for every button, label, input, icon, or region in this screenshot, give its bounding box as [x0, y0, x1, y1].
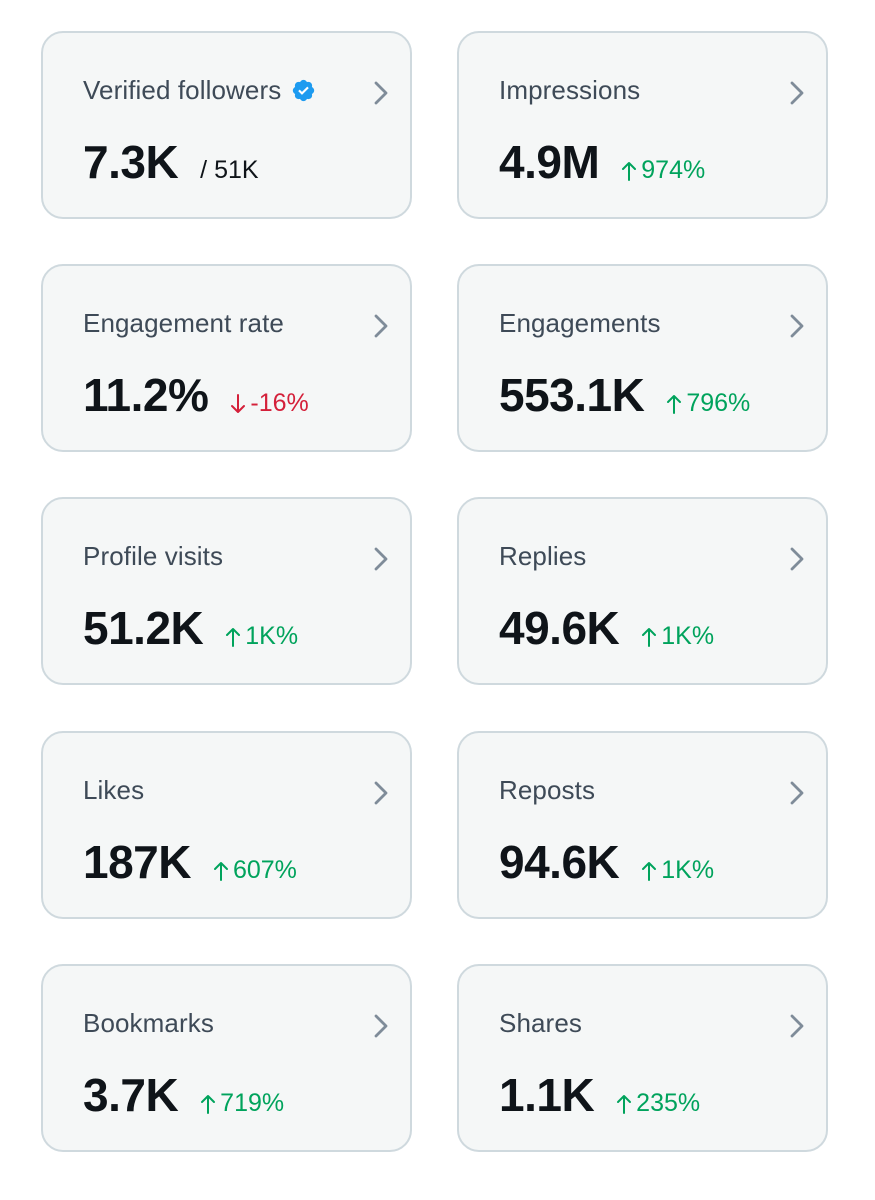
card-engagement-rate[interactable]: Engagement rate 11.2% -16%: [41, 264, 412, 452]
metric-change-value: -16%: [250, 389, 309, 417]
card-profile-visits[interactable]: Profile visits 51.2K 1K%: [41, 497, 412, 685]
metric-change-value: 796%: [686, 389, 751, 417]
card-title: Verified followers: [83, 75, 282, 105]
card-bookmarks[interactable]: Bookmarks 3.7K 719%: [41, 964, 412, 1152]
arrow-up-icon: [641, 626, 657, 648]
metric-change-value: 607%: [232, 856, 297, 884]
card-replies[interactable]: Replies 49.6K 1K%: [457, 497, 828, 685]
arrow-up-icon: [621, 160, 637, 182]
metric-total: / 51K: [200, 156, 259, 184]
arrow-up-icon: [213, 860, 229, 882]
metric-value: 11.2%: [83, 369, 209, 421]
metric-value: 1.1K: [499, 1069, 595, 1121]
card-likes[interactable]: Likes 187K 607%: [41, 731, 412, 919]
chevron-right-icon: [786, 1012, 808, 1040]
metric-value: 94.6K: [499, 836, 620, 888]
metric-change: 974%: [621, 156, 705, 185]
chevron-right-icon: [786, 545, 808, 573]
metric-change-value: 1K%: [661, 622, 715, 650]
metric-change: 235%: [616, 1089, 700, 1118]
metric-value: 553.1K: [499, 369, 645, 421]
arrow-up-icon: [666, 393, 682, 415]
metric-change: 607%: [213, 856, 297, 885]
metric-change-value: 1K%: [661, 856, 715, 884]
card-impressions[interactable]: Impressions 4.9M 974%: [457, 31, 828, 219]
card-title: Engagement rate: [83, 308, 284, 338]
metric-value: 187K: [83, 836, 191, 888]
card-title: Reposts: [499, 775, 596, 805]
metric-value: 51.2K: [83, 602, 204, 654]
arrow-up-icon: [641, 860, 657, 882]
card-reposts[interactable]: Reposts 94.6K 1K%: [457, 731, 828, 919]
card-title: Engagements: [499, 308, 661, 338]
metric-change: 1K%: [641, 622, 714, 651]
card-engagements[interactable]: Engagements 553.1K 796%: [457, 264, 828, 452]
card-title: Impressions: [499, 75, 641, 105]
metric-change: 1K%: [641, 856, 714, 885]
arrow-up-icon: [616, 1093, 632, 1115]
metric-change-value: 719%: [220, 1089, 285, 1117]
arrow-up-icon: [200, 1093, 216, 1115]
card-title: Shares: [499, 1008, 582, 1038]
chevron-right-icon: [370, 1012, 392, 1040]
chevron-right-icon: [370, 79, 392, 107]
metric-value: 7.3K: [83, 136, 179, 188]
arrow-down-icon: [230, 393, 246, 415]
metric-value: 4.9M: [499, 136, 600, 188]
chevron-right-icon: [786, 312, 808, 340]
metric-change-value: 1K%: [245, 622, 299, 650]
chevron-right-icon: [370, 779, 392, 807]
metric-change-value: 235%: [636, 1089, 701, 1117]
card-shares[interactable]: Shares 1.1K 235%: [457, 964, 828, 1152]
chevron-right-icon: [370, 312, 392, 340]
arrow-up-icon: [225, 626, 241, 648]
card-title: Profile visits: [83, 541, 224, 571]
card-title: Bookmarks: [83, 1008, 214, 1038]
verified-badge-icon: [291, 78, 316, 103]
metric-change: 796%: [666, 389, 750, 418]
metric-value: 49.6K: [499, 602, 620, 654]
metric-change: 719%: [200, 1089, 284, 1118]
chevron-right-icon: [370, 545, 392, 573]
metric-change: 1K%: [225, 622, 298, 651]
metric-change-value: 974%: [641, 156, 706, 184]
chevron-right-icon: [786, 779, 808, 807]
metric-value: 3.7K: [83, 1069, 179, 1121]
chevron-right-icon: [786, 79, 808, 107]
card-title: Replies: [499, 541, 587, 571]
card-title: Likes: [83, 775, 145, 805]
metric-change: -16%: [230, 389, 309, 418]
card-verified-followers[interactable]: Verified followers 7.3K / 51K: [41, 31, 412, 219]
